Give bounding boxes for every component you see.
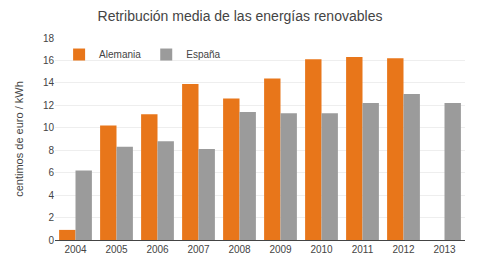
svg-text:0: 0 xyxy=(48,235,54,246)
svg-text:2009: 2009 xyxy=(269,244,292,255)
svg-text:España: España xyxy=(186,49,220,60)
svg-text:2: 2 xyxy=(48,212,54,223)
svg-text:4: 4 xyxy=(48,190,54,201)
svg-text:Retribución media de las energ: Retribución media de las energías renova… xyxy=(98,8,383,24)
svg-text:2008: 2008 xyxy=(228,244,251,255)
svg-text:centimos de euro / kWh: centimos de euro / kWh xyxy=(13,81,25,197)
svg-text:2004: 2004 xyxy=(64,244,87,255)
svg-text:16: 16 xyxy=(43,55,55,66)
svg-text:18: 18 xyxy=(43,33,55,44)
svg-text:2007: 2007 xyxy=(187,244,210,255)
svg-text:2013: 2013 xyxy=(433,244,456,255)
svg-text:Alemania: Alemania xyxy=(99,49,141,60)
svg-text:6: 6 xyxy=(48,167,54,178)
svg-text:8: 8 xyxy=(48,145,54,156)
svg-text:14: 14 xyxy=(43,77,55,88)
svg-text:2011: 2011 xyxy=(352,244,374,255)
svg-text:2005: 2005 xyxy=(105,244,128,255)
svg-text:2006: 2006 xyxy=(146,244,169,255)
svg-text:2012: 2012 xyxy=(392,244,415,255)
svg-text:2010: 2010 xyxy=(310,244,333,255)
svg-text:12: 12 xyxy=(43,100,55,111)
svg-text:10: 10 xyxy=(43,122,55,133)
